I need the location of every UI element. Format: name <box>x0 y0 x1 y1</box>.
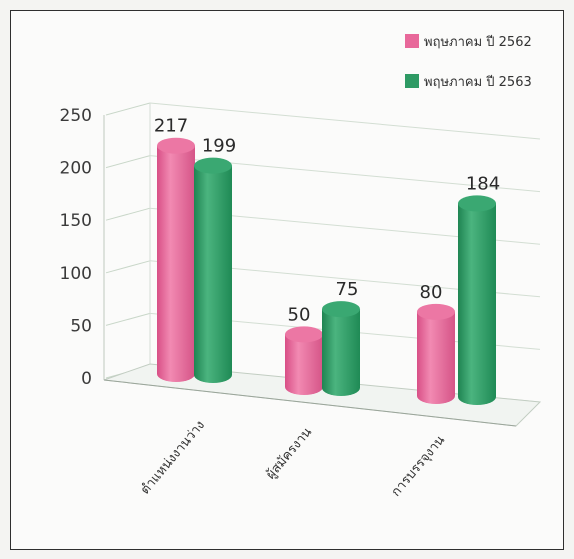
y-tick-label: 200 <box>60 159 92 179</box>
legend-swatch <box>405 34 419 48</box>
legend: พฤษภาคม ปี 2562 พฤษภาคม ปี 2563 <box>405 34 532 90</box>
data-label: 199 <box>202 136 236 157</box>
bar-series2-0 <box>194 157 232 383</box>
legend-swatch <box>405 74 419 88</box>
y-tick-label: 150 <box>60 211 92 231</box>
bar-series1-1 <box>285 326 323 395</box>
x-axis-line <box>103 379 517 427</box>
x-tick-label: การบรรจุงาน <box>389 433 448 500</box>
gridline <box>149 102 541 140</box>
bar-series1-2 <box>417 303 455 404</box>
y-tick-label: 100 <box>60 264 92 284</box>
y-tick-label: 50 <box>70 316 92 336</box>
legend-label: พฤษภาคม ปี 2563 <box>424 74 532 90</box>
data-label: 50 <box>288 304 311 325</box>
gridline <box>105 260 151 274</box>
data-label: 217 <box>154 116 188 137</box>
gridline <box>105 155 151 169</box>
bar-series1-0 <box>157 137 195 382</box>
gridline <box>105 207 151 221</box>
x-tick-label: ตำแหน่งงานว่าง <box>138 418 208 498</box>
x-tick-label: ผู้สมัครงาน <box>263 425 315 482</box>
data-label: 80 <box>420 282 443 303</box>
data-label: 75 <box>336 279 359 300</box>
bars <box>157 137 496 405</box>
data-label: 184 <box>466 173 500 194</box>
y-tick-label: 0 <box>81 369 92 389</box>
bar-series2-2 <box>458 195 496 405</box>
gridline <box>105 312 151 326</box>
legend-label: พฤษภาคม ปี 2562 <box>424 34 532 50</box>
gridline <box>105 102 151 116</box>
y-tick-label: 250 <box>60 106 92 126</box>
bar-series2-1 <box>322 301 360 396</box>
